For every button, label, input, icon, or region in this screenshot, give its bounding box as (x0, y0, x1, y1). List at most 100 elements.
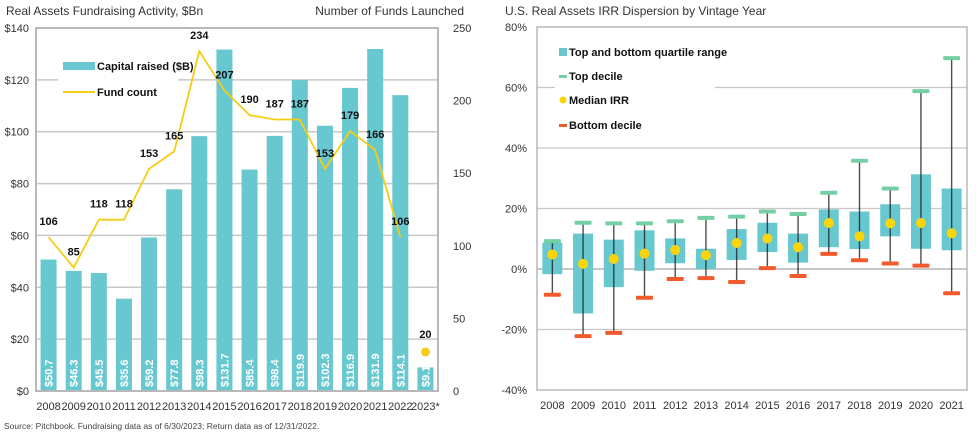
x-tick-label: 2017 (262, 401, 286, 413)
bottom-decile-marker (943, 291, 961, 296)
left-legend: Capital raised ($B) Fund count (58, 58, 194, 100)
fund-count-label: 187 (291, 98, 309, 110)
legend-swatch-top-decile (559, 75, 567, 78)
fund-count-label: 179 (341, 110, 359, 122)
legend-label-bottom-decile: Bottom decile (569, 120, 642, 132)
bar-value-label: $85.4 (245, 359, 257, 387)
x-tick-label: 2009 (571, 400, 595, 412)
bar-value-label: $119.9 (295, 354, 307, 387)
x-tick-label: 2013 (162, 401, 186, 413)
x-tick-label: 2017 (817, 400, 841, 412)
box-group-2009 (573, 220, 594, 339)
x-tick-label: 2019 (313, 401, 337, 413)
fund-count-label: 20 (419, 329, 431, 341)
bar (266, 135, 283, 391)
median-point (946, 228, 957, 239)
bottom-decile-marker (851, 258, 868, 263)
right-y-tick-label: 100 (453, 241, 471, 253)
left-fund-count-line: 106 85 118 118 153 165 234 207 190 187 187 153 179 16… (39, 30, 432, 357)
x-tick-label: 2014 (724, 400, 748, 412)
legend-label-top-decile: Top decile (569, 71, 623, 83)
left-y-tick-label: $60 (11, 230, 29, 242)
bar-value-label: $98.3 (194, 359, 206, 387)
right-y-tick-label: 0 (453, 386, 459, 398)
bar (216, 49, 233, 391)
bar (90, 273, 107, 391)
fund-count-label: 190 (240, 94, 258, 106)
right-y-tick-label: 150 (453, 168, 471, 180)
bar-value-label: $50.7 (44, 359, 56, 387)
right-legend: Top and bottom quartile range Top decile… (555, 40, 727, 135)
median-point (762, 233, 773, 244)
box-group-2012 (665, 219, 686, 281)
left-bars: $50.7 $46.3 $45.5 $35.6 $59.2 $77.8 $98.3 $131.… (40, 49, 434, 392)
x-tick-label: 2012 (663, 400, 687, 412)
bottom-decile-marker (574, 334, 592, 339)
fund-count-label: 165 (165, 130, 183, 142)
box-group-2018 (849, 158, 870, 263)
y-tick-label: -40% (501, 385, 527, 397)
right-y-tick-label: 50 (453, 313, 465, 325)
x-tick-label: 2022 (388, 401, 412, 413)
bottom-decile-marker (789, 273, 807, 278)
bar-value-label: $131.9 (370, 353, 382, 387)
bottom-decile-marker (758, 266, 776, 271)
top-decile-marker (943, 56, 961, 61)
bar (191, 136, 208, 391)
bottom-decile-marker (820, 251, 838, 256)
left-chart-title: Real Assets Fundraising Activity, $Bn (6, 4, 203, 18)
top-decile-marker (881, 186, 899, 191)
legend-label-quartile-range: Top and bottom quartile range (569, 47, 727, 59)
bar-value-label: $116.9 (345, 354, 357, 387)
top-decile-marker (636, 221, 653, 226)
x-tick-label: 2010 (87, 401, 111, 413)
right-frame (536, 26, 968, 391)
x-tick-label: 2014 (187, 401, 211, 413)
bar (367, 49, 384, 392)
y-tick-label: 20% (505, 204, 527, 216)
median-point (639, 248, 650, 259)
bar-value-label: $46.3 (69, 359, 81, 387)
right-y-tick-label: 250 (453, 23, 471, 35)
box-group-2021 (941, 56, 962, 296)
x-tick-label: 2015 (755, 400, 779, 412)
legend-label-median: Median IRR (569, 95, 629, 107)
bar-value-label: $9.1 (420, 366, 432, 387)
x-tick-label: 2021 (939, 400, 963, 412)
median-point (823, 218, 834, 229)
bar (65, 270, 82, 391)
left-y-tick-label: $120 (5, 75, 29, 87)
median-point (608, 254, 619, 265)
x-tick-label: 2010 (602, 400, 626, 412)
y-tick-label: 80% (505, 22, 527, 34)
bar-value-label: $131.7 (219, 353, 231, 387)
bottom-decile-marker (543, 292, 561, 297)
left-plot-frame (35, 27, 439, 392)
fund-count-label: 234 (190, 30, 209, 42)
top-decile-marker (666, 219, 684, 224)
bar-value-label: $45.5 (94, 359, 106, 387)
left-y-tick-label: $40 (11, 282, 29, 294)
top-decile-marker (820, 190, 838, 195)
bar (342, 87, 359, 392)
fund-count-label: 187 (266, 98, 284, 110)
bar (291, 80, 308, 392)
left-y-tick-label: $20 (11, 334, 29, 346)
fund-count-label: 85 (68, 247, 80, 259)
box-group-2020 (910, 89, 931, 268)
top-decile-marker (789, 211, 807, 216)
median-point (915, 218, 926, 229)
bar-value-label: $35.6 (119, 359, 131, 387)
left-chart-secondary-title: Number of Funds Launched (315, 4, 464, 18)
bar (316, 125, 333, 391)
top-decile-marker (574, 220, 592, 225)
x-tick-label: 2018 (847, 400, 871, 412)
legend-label-fund-count: Fund count (97, 87, 157, 99)
fund-count-point-2023 (420, 347, 430, 357)
box-group-2011 (634, 221, 655, 300)
right-legend-background (555, 40, 715, 135)
median-point (793, 242, 804, 253)
median-point (578, 258, 589, 269)
right-axes: -40% -20% 0% 20% 40% 60% 80% 2008 2009 2010 2011 20… (501, 22, 964, 412)
